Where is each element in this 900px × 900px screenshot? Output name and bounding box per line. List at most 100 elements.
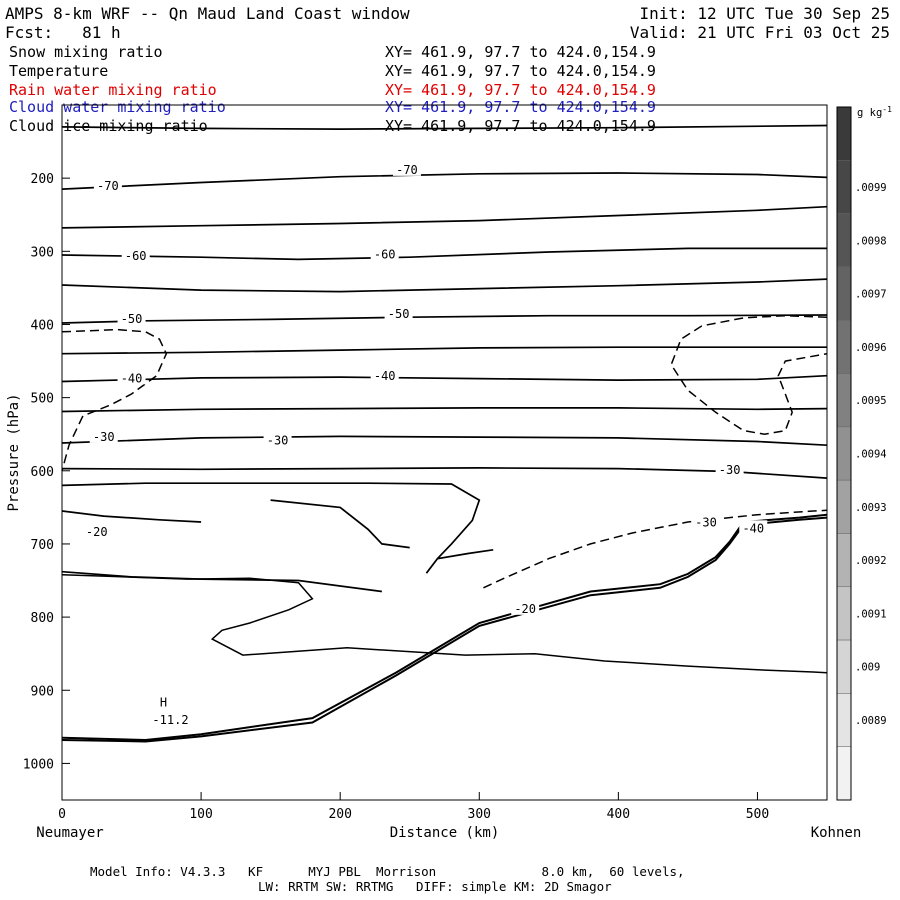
layer-name-snow: Snow mixing ratio [9, 43, 163, 61]
y-axis-label: Pressure (hPa) [6, 393, 22, 511]
dashed-contour-2 [483, 509, 828, 589]
colorbar-label-5: .0094 [855, 449, 887, 461]
colorbar-label-9: .009 [855, 662, 880, 674]
chart-title: AMPS 8-km WRF -- Qn Maud Land Coast wind… [5, 4, 410, 23]
contour-label-bg-16 [148, 711, 193, 726]
colorbar-label-2: .0097 [855, 289, 887, 301]
colorbar-bin-0 [836, 106, 852, 161]
y-tick-label-600: 600 [31, 465, 54, 480]
contour-label-1: -70 [396, 163, 418, 177]
model-info-line2: LW: RRTM SW: RRTMG DIFF: simple KM: 2D S… [258, 879, 612, 894]
contour-label-5: -50 [388, 307, 410, 321]
colorbar-bin-1 [836, 160, 852, 214]
isotherm-14 [270, 499, 410, 549]
x-tick-label-100: 100 [189, 807, 212, 822]
contour-label-2: -60 [125, 249, 147, 263]
contour-label-bg-1 [392, 161, 421, 176]
contour-label-bg-13 [82, 523, 111, 538]
contour-label-7: -40 [374, 369, 396, 383]
layer-name-cloud-ice: Cloud ice mixing ratio [9, 117, 208, 135]
colorbar-bin-2 [836, 213, 852, 268]
contour-label-bg-11 [691, 514, 720, 529]
y-tick-label-400: 400 [31, 318, 54, 333]
model-info-line1: Model Info: V4.3.3 KF MYJ PBL Morrison 8… [90, 864, 685, 879]
colorbar-unit: g kg-1 [857, 105, 892, 119]
layer-xy-snow: XY= 461.9, 97.7 to 424.0,154.9 [385, 43, 656, 61]
colorbar-unit-exponent: -1 [882, 105, 892, 114]
colorbar-label-1: .0098 [855, 235, 887, 247]
colorbar-label-4: .0095 [855, 395, 887, 407]
isotherm-7 [61, 374, 828, 383]
contour-label-bg-12 [739, 520, 768, 535]
y-tick-label-900: 900 [31, 684, 54, 699]
dashed-contour-0 [61, 328, 168, 471]
isotherm-12 [61, 570, 383, 593]
contour-label-bg-3 [370, 246, 399, 261]
colorbar-bin-3 [836, 266, 852, 321]
plot-border [61, 104, 828, 801]
layer-name-temperature: Temperature [9, 62, 109, 80]
axes-layer: 200 300 400 500 600 700 800 900 1000 0 100 200 300 40… [6, 172, 861, 841]
isotherm-6 [61, 346, 827, 355]
contour-label-3: -60 [374, 248, 396, 262]
colorbar-bin-10 [836, 639, 852, 694]
contour-label-13: -20 [86, 525, 108, 539]
colorbar-bin-8 [836, 533, 852, 588]
terrain-line-0 [61, 513, 828, 742]
y-tick-label-300: 300 [31, 245, 54, 260]
colorbar-bin-7 [836, 479, 852, 534]
contour-label-16: -11.2 [152, 713, 188, 727]
x-tick-label-0: 0 [58, 807, 66, 822]
isotherm-10 [61, 467, 828, 479]
contour-label-bg-6 [117, 370, 146, 385]
colorbar-bin-5 [836, 373, 852, 428]
contour-label-bg-0 [93, 177, 122, 192]
isotherm-3 [61, 247, 827, 261]
x-right-label: Kohnen [811, 825, 862, 841]
contour-label-8: -30 [93, 430, 115, 444]
colorbar-label-0: .0099 [855, 182, 887, 194]
colorbar-label-10: .0089 [855, 715, 887, 727]
contour-label-bg-10 [715, 461, 744, 476]
colorbar-label-8: .0091 [855, 608, 887, 620]
contour-label-15: H [160, 695, 167, 709]
isotherm-11 [61, 482, 494, 574]
layer-name-cloud-water: Cloud water mixing ratio [9, 98, 226, 116]
colorbar-label-6: .0093 [855, 502, 887, 514]
colorbar-label-7: .0092 [855, 555, 887, 567]
isotherm-13 [61, 510, 202, 523]
plot-frame [61, 104, 828, 801]
x-tick-label-500: 500 [746, 807, 769, 822]
colorbar-bin-12 [836, 746, 852, 801]
isotherm-9 [61, 435, 828, 447]
colorbar: .0099 .0098 .0097 .0096 .0095 .0094 .0093 .0092… [836, 105, 892, 801]
contour-label-bg-15 [157, 694, 170, 709]
colorbar-bin-11 [836, 693, 852, 747]
x-tick-label-400: 400 [607, 807, 630, 822]
contour-label-bg-14 [511, 600, 540, 615]
contour-label-bg-4 [117, 311, 146, 326]
contour-label-bg-9 [263, 432, 292, 447]
contour-label-bg-5 [384, 305, 413, 320]
isotherm-2 [61, 205, 828, 229]
contour-label-0: -70 [97, 179, 119, 193]
x-tick-label-300: 300 [468, 807, 491, 822]
y-tick-label-1000: 1000 [23, 757, 54, 772]
dashed-contour-1 [670, 314, 828, 435]
contour-label-9: -30 [267, 434, 289, 448]
init-time: Init: 12 UTC Tue 30 Sep 25 [639, 4, 890, 23]
layer-name-rain: Rain water mixing ratio [9, 81, 217, 99]
contour-label-bg-2 [121, 248, 150, 263]
contour-label-14: -20 [514, 602, 536, 616]
contour-extra-0 [61, 573, 828, 674]
isotherm-5 [61, 314, 828, 324]
contour-layer [61, 124, 828, 674]
layer-xy-rain: XY= 461.9, 97.7 to 424.0,154.9 [385, 81, 656, 99]
contour-label-12: -40 [742, 521, 764, 535]
x-tick-label-200: 200 [328, 807, 351, 822]
colorbar-bin-6 [836, 426, 852, 481]
x-axis-label: Distance (km) [390, 825, 500, 841]
y-tick-label-200: 200 [31, 172, 54, 187]
y-tick-label-800: 800 [31, 611, 54, 626]
